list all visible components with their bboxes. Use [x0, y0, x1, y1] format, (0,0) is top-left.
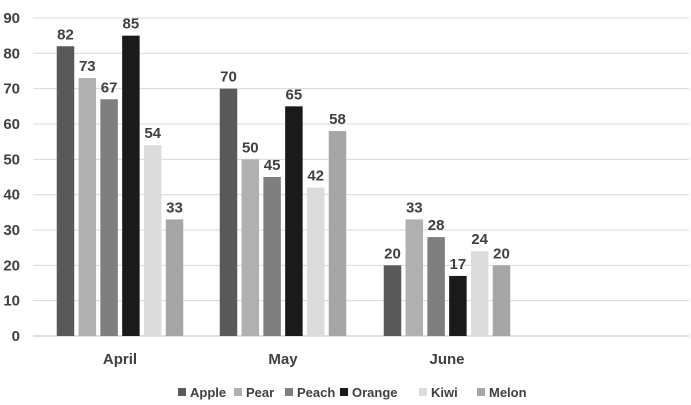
category-label-may: May	[268, 351, 298, 368]
legend-item-kiwi: Kiwi	[419, 385, 458, 400]
data-label: 58	[329, 111, 346, 128]
bar-apple-june	[383, 265, 402, 336]
data-label: 70	[220, 69, 237, 86]
bar-apple-may	[219, 88, 238, 337]
data-label: 33	[406, 199, 423, 216]
data-label: 45	[264, 157, 281, 174]
data-label: 65	[286, 86, 303, 103]
y-tick-label: 70	[3, 81, 20, 98]
bar-peach-may	[263, 177, 281, 336]
data-label: 33	[166, 199, 183, 216]
legend-swatch	[340, 388, 348, 396]
legend-swatch	[419, 388, 427, 396]
y-axis-ticks: 0 10 20 30 40 50 60 70 80 90	[3, 10, 20, 345]
bar-peach-april	[100, 99, 118, 337]
y-tick-label: 90	[3, 10, 20, 27]
legend-swatch	[178, 388, 186, 396]
bar-pear-june	[405, 219, 424, 336]
legend: Apple Pear Peach Orange Kiwi Melon	[178, 385, 527, 400]
y-tick-label: 60	[3, 116, 20, 133]
y-tick-label: 80	[3, 45, 20, 62]
data-label: 67	[101, 79, 118, 96]
y-tick-label: 50	[3, 151, 20, 168]
bar-orange-june	[449, 275, 467, 336]
gridlines	[33, 17, 689, 337]
legend-item-peach: Peach	[285, 385, 335, 400]
legend-label: Pear	[246, 385, 274, 400]
data-label: 20	[493, 245, 510, 262]
data-label: 73	[79, 58, 96, 75]
legend-item-apple: Apple	[178, 385, 226, 400]
bar-orange-may	[285, 106, 303, 336]
y-tick-label: 40	[3, 187, 20, 204]
data-label: 54	[144, 125, 161, 142]
legend-label: Peach	[297, 385, 335, 400]
bar-melon-april	[165, 219, 184, 336]
legend-label: Orange	[352, 385, 398, 400]
data-label: 20	[384, 245, 401, 262]
bar-pear-may	[241, 159, 260, 336]
data-label: 24	[471, 231, 488, 248]
legend-swatch	[477, 388, 485, 396]
bar-melon-june	[492, 265, 511, 336]
bar-melon-may	[328, 131, 347, 336]
bar-kiwi-april	[143, 145, 162, 336]
legend-swatch	[285, 388, 293, 396]
category-label-april: April	[103, 351, 137, 368]
bar-pear-april	[78, 78, 97, 337]
legend-label: Melon	[489, 385, 527, 400]
category-label-june: June	[429, 351, 464, 368]
data-label: 82	[57, 26, 74, 43]
legend-item-pear: Pear	[234, 385, 274, 400]
data-label: 17	[450, 256, 467, 273]
y-tick-label: 10	[3, 293, 20, 310]
legend-swatch	[234, 388, 242, 396]
y-tick-label: 20	[3, 257, 20, 274]
y-tick-label: 30	[3, 222, 20, 239]
legend-label: Apple	[190, 385, 226, 400]
bar-peach-june	[427, 237, 445, 336]
bars	[56, 35, 511, 337]
bar-kiwi-june	[470, 251, 489, 336]
legend-item-orange: Orange	[340, 385, 398, 400]
bar-apple-april	[56, 46, 75, 337]
y-tick-label: 0	[12, 328, 20, 345]
data-label: 50	[242, 139, 259, 156]
bar-kiwi-may	[306, 187, 325, 336]
x-axis-categories: April May June	[103, 351, 465, 368]
legend-item-melon: Melon	[477, 385, 527, 400]
bar-orange-april	[122, 35, 140, 337]
data-label: 28	[428, 217, 445, 234]
data-label: 85	[123, 16, 140, 33]
legend-label: Kiwi	[431, 385, 458, 400]
data-label: 42	[307, 168, 324, 185]
